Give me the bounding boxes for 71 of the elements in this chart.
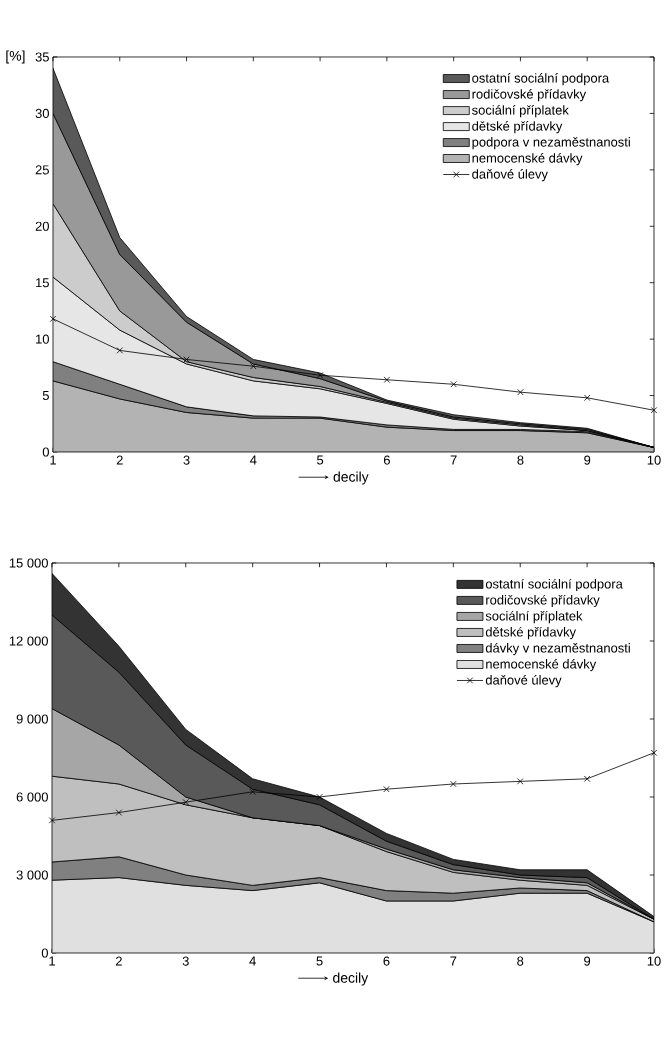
y-tick-label: 25 xyxy=(35,165,49,175)
y-tick-label: 15 xyxy=(36,278,49,288)
x-tick-label: 7 xyxy=(450,956,457,966)
legend-label: sociální příplatek xyxy=(472,105,569,118)
x-tick-label: 4 xyxy=(249,956,256,966)
legend-label: ostatní sociální podpora xyxy=(472,73,610,86)
x-tick-label: 3 xyxy=(182,956,189,966)
legend-label: dávky v nezaměstnanosti xyxy=(485,642,630,656)
x-tick-label: 5 xyxy=(316,956,323,966)
x-tick-label: 2 xyxy=(115,956,122,966)
point xyxy=(450,780,457,788)
y-axis-title: [%] xyxy=(6,50,25,64)
x-tick-label: 4 xyxy=(250,455,257,465)
point xyxy=(49,315,57,323)
point xyxy=(383,785,390,793)
x-axis-title: decily xyxy=(333,471,369,485)
point xyxy=(516,778,524,785)
point xyxy=(583,775,591,783)
legend-label: podpora v nezaměstnanosti xyxy=(472,137,630,150)
legend-label: daňové úlevy xyxy=(485,674,562,688)
y-tick-label: 0 xyxy=(41,948,48,958)
legend-label: dětské přídavky xyxy=(472,121,563,134)
x-axis-title: decily xyxy=(333,972,369,986)
point xyxy=(383,376,391,383)
x-tick-label: 8 xyxy=(517,956,524,966)
y-tick-label: 30 xyxy=(35,108,49,118)
point xyxy=(650,749,658,757)
point xyxy=(183,356,190,363)
point xyxy=(116,347,123,354)
x-tick-label: 8 xyxy=(517,455,524,465)
point xyxy=(250,362,257,370)
point xyxy=(182,798,189,806)
point xyxy=(650,407,658,414)
y-tick-label: 10 xyxy=(36,334,49,344)
x-tick-label: 5 xyxy=(317,455,324,465)
point xyxy=(517,388,524,396)
x-tick-label: 10 xyxy=(647,455,661,465)
x-tick-label: 2 xyxy=(116,455,123,465)
y-tick-label: 9 000 xyxy=(16,714,48,724)
x-tick-label: 1 xyxy=(49,956,55,966)
y-tick-label: 6 000 xyxy=(16,792,48,802)
y-tick-label: 15 000 xyxy=(9,558,48,568)
y-tick-label: 12 000 xyxy=(9,636,48,646)
y-tick-label: 35 xyxy=(35,52,49,62)
y-tick-label: 5 xyxy=(42,391,49,401)
x-tick-label: 1 xyxy=(50,455,56,465)
point xyxy=(583,394,591,402)
point xyxy=(316,372,324,379)
legend-label: sociální příplatek xyxy=(485,610,583,624)
point xyxy=(316,793,323,801)
x-tick-label: 10 xyxy=(647,956,661,966)
point xyxy=(249,788,256,796)
legend-label: rodičovské přídavky xyxy=(472,89,587,102)
legend-label: rodičovské přídavky xyxy=(486,594,600,608)
legend-label: dětské přídavky xyxy=(485,626,576,640)
y-tick-label: 3 000 xyxy=(16,870,48,880)
point xyxy=(48,817,56,824)
x-tick-label: 3 xyxy=(183,455,190,465)
x-tick-label: 6 xyxy=(383,455,390,465)
y-tick-label: 20 xyxy=(35,221,49,231)
legend-label: daňové úlevy xyxy=(472,169,548,182)
x-tick-label: 9 xyxy=(584,455,591,465)
legend-label: ostatní sociální podpora xyxy=(485,578,623,592)
point xyxy=(115,809,123,816)
x-tick-label: 7 xyxy=(450,455,457,465)
x-tick-label: 9 xyxy=(584,956,591,966)
legend-label: nemocenské dávky xyxy=(486,658,597,672)
point xyxy=(450,381,457,388)
y-tick-label: 0 xyxy=(42,447,49,457)
x-tick-label: 6 xyxy=(383,956,390,966)
legend-label: nemocenské dávky xyxy=(472,153,583,166)
